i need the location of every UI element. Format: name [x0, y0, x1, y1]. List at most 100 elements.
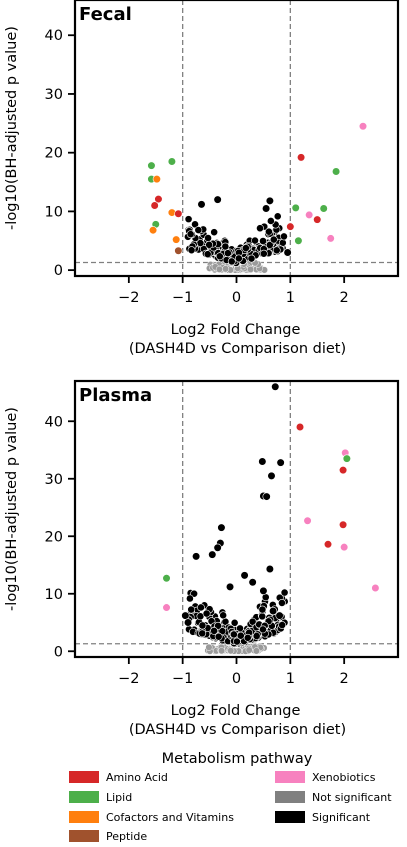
x-tick-label: −2	[118, 671, 139, 687]
x-tick-label: 0	[232, 671, 241, 687]
lipid-point	[342, 454, 351, 463]
significant-point	[278, 238, 287, 247]
legend-swatch	[275, 811, 305, 823]
significant-point	[262, 492, 271, 501]
legend-item: Lipid	[69, 791, 132, 804]
amino-acid-point	[313, 215, 322, 224]
significant-point	[194, 226, 203, 234]
lipid-point	[147, 161, 156, 170]
significant-point	[248, 617, 257, 626]
significant-point	[265, 564, 274, 574]
significant-point	[217, 523, 226, 532]
significant-point	[280, 232, 288, 241]
x-tick-label: 0	[232, 290, 241, 306]
y-tick-label: 40	[45, 28, 63, 44]
significant-point	[213, 195, 222, 204]
significant-point	[265, 196, 274, 205]
xenobiotics-point	[162, 603, 171, 612]
amino-acid-point	[286, 222, 295, 231]
significant-point	[259, 237, 267, 245]
significant-point	[221, 242, 230, 251]
not-significant-point	[252, 647, 260, 655]
significant-point	[265, 241, 274, 249]
legend-label: Amino Acid	[106, 771, 168, 784]
significant-point	[259, 586, 268, 595]
significant-point	[202, 609, 211, 618]
y-axis-label: -log10(BH-adjusted p value)	[4, 26, 20, 230]
y-tick-label: 40	[45, 414, 63, 430]
significant-point	[248, 578, 257, 587]
significant-point	[241, 244, 250, 252]
significant-point	[251, 236, 259, 245]
panel-title: Plasma	[79, 385, 152, 406]
legend-title: Metabolism pathway	[162, 751, 313, 767]
significant-point	[214, 632, 223, 641]
y-tick-label: 0	[54, 263, 63, 279]
xenobiotics-point	[303, 516, 312, 525]
lipid-point	[162, 574, 171, 583]
amino-acid-point	[338, 520, 348, 529]
significant-point	[187, 605, 196, 614]
significant-point	[210, 626, 218, 635]
significant-point	[271, 382, 280, 391]
significant-point	[256, 224, 264, 233]
legend-swatch	[69, 830, 99, 842]
panel-title: Fecal	[79, 4, 132, 25]
x-tick-label: 1	[286, 290, 295, 306]
amino-acid-point	[174, 209, 183, 218]
legend-item: Not significant	[275, 791, 392, 804]
legend-label: Significant	[312, 811, 371, 824]
x-axis-label: Log2 Fold Change	[171, 703, 301, 719]
significant-point	[272, 246, 281, 255]
significant-point	[258, 457, 267, 466]
cofactors-and-vitamins-point	[172, 235, 181, 244]
x-tick-label: 1	[286, 671, 295, 687]
legend-label: Lipid	[106, 791, 132, 804]
amino-acid-point	[295, 422, 305, 432]
amino-acid-point	[154, 194, 163, 204]
cofactors-and-vitamins-point	[152, 175, 161, 184]
not-significant-point	[227, 647, 235, 655]
significant-point	[262, 204, 271, 213]
significant-point	[204, 234, 212, 242]
legend-item: Amino Acid	[69, 771, 168, 784]
x-tick-label: 2	[340, 671, 349, 687]
significant-point	[234, 254, 243, 263]
legend-label: Peptide	[106, 830, 147, 843]
significant-point	[273, 212, 282, 221]
lipid-point	[294, 236, 303, 245]
legend-swatch	[275, 791, 305, 803]
x-axis-sublabel: (DASH4D vs Comparison diet)	[129, 341, 346, 357]
significant-point	[280, 588, 289, 597]
significant-point	[191, 220, 199, 229]
y-tick-label: 20	[45, 529, 63, 545]
not-significant-point	[245, 646, 253, 654]
not-significant-point	[246, 265, 255, 273]
significant-point	[278, 598, 286, 607]
not-significant-point	[222, 265, 230, 273]
plot-frame	[73, 379, 400, 659]
significant-point	[205, 240, 214, 249]
significant-point	[247, 254, 256, 263]
legend-item: Significant	[275, 811, 371, 824]
significant-point	[269, 235, 278, 244]
significant-point	[187, 246, 196, 255]
y-tick-label: 10	[45, 204, 63, 220]
point-cloud	[184, 588, 289, 655]
significant-point	[243, 633, 252, 642]
cofactors-and-vitamins-point	[148, 226, 158, 235]
significant-point	[230, 630, 238, 639]
lipid-point	[291, 203, 300, 212]
significant-point	[181, 611, 190, 620]
legend-item: Cofactors and Vitamins	[69, 811, 234, 824]
significant-point	[230, 618, 239, 627]
x-axis-label: Log2 Fold Change	[171, 322, 301, 338]
y-tick-label: 10	[45, 587, 63, 603]
significant-point	[186, 230, 195, 239]
xenobiotics-point	[326, 234, 335, 243]
x-tick-label: −1	[172, 671, 193, 687]
legend-swatch	[69, 811, 99, 823]
xenobiotics-point	[371, 583, 380, 593]
significant-point	[225, 582, 235, 591]
